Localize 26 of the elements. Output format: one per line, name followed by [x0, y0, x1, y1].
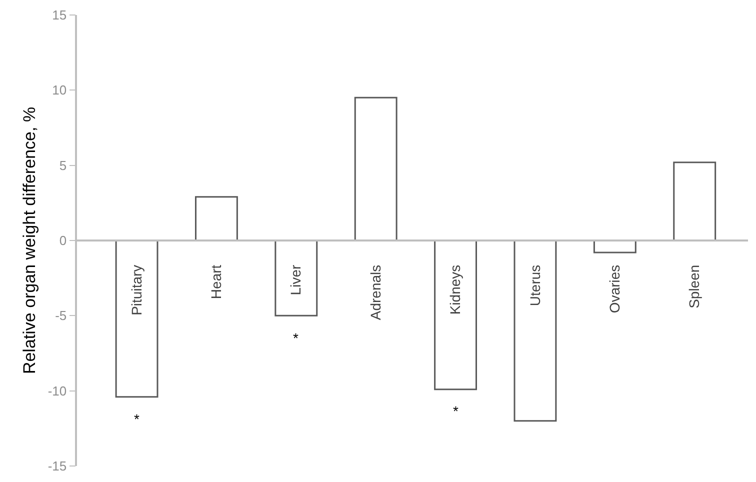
y-tick-label: 5: [59, 158, 67, 173]
x-tick-label: Pituitary: [128, 264, 144, 316]
y-tick-label: -5: [55, 308, 67, 324]
annotation: *: [293, 330, 299, 346]
bar: [115, 240, 158, 398]
annotation: *: [134, 411, 140, 427]
y-tick-label: 15: [52, 8, 67, 23]
bar: [434, 240, 477, 390]
y-tick-label: 10: [52, 82, 67, 98]
x-tick-label: Uterus: [526, 264, 543, 306]
x-tick-label: Kidneys: [447, 264, 464, 315]
bar: [274, 240, 318, 316]
bar: [354, 96, 398, 242]
x-tick-label: Heart: [208, 264, 224, 300]
y-axis-title: Relative organ weight difference, %: [20, 106, 39, 374]
x-tick-label: Spleen: [686, 264, 702, 308]
x-tick-label: Ovaries: [606, 264, 622, 314]
bar: [194, 196, 238, 242]
y-tick-label: -10: [48, 383, 67, 398]
bar: [514, 240, 557, 422]
x-tick-label: Adrenals: [367, 264, 384, 320]
bar: [673, 162, 716, 242]
x-tick-label: Liver: [288, 264, 304, 296]
annotation: *: [453, 403, 459, 419]
y-tick-label: 0: [59, 233, 67, 248]
y-tick-label: -15: [48, 458, 67, 474]
